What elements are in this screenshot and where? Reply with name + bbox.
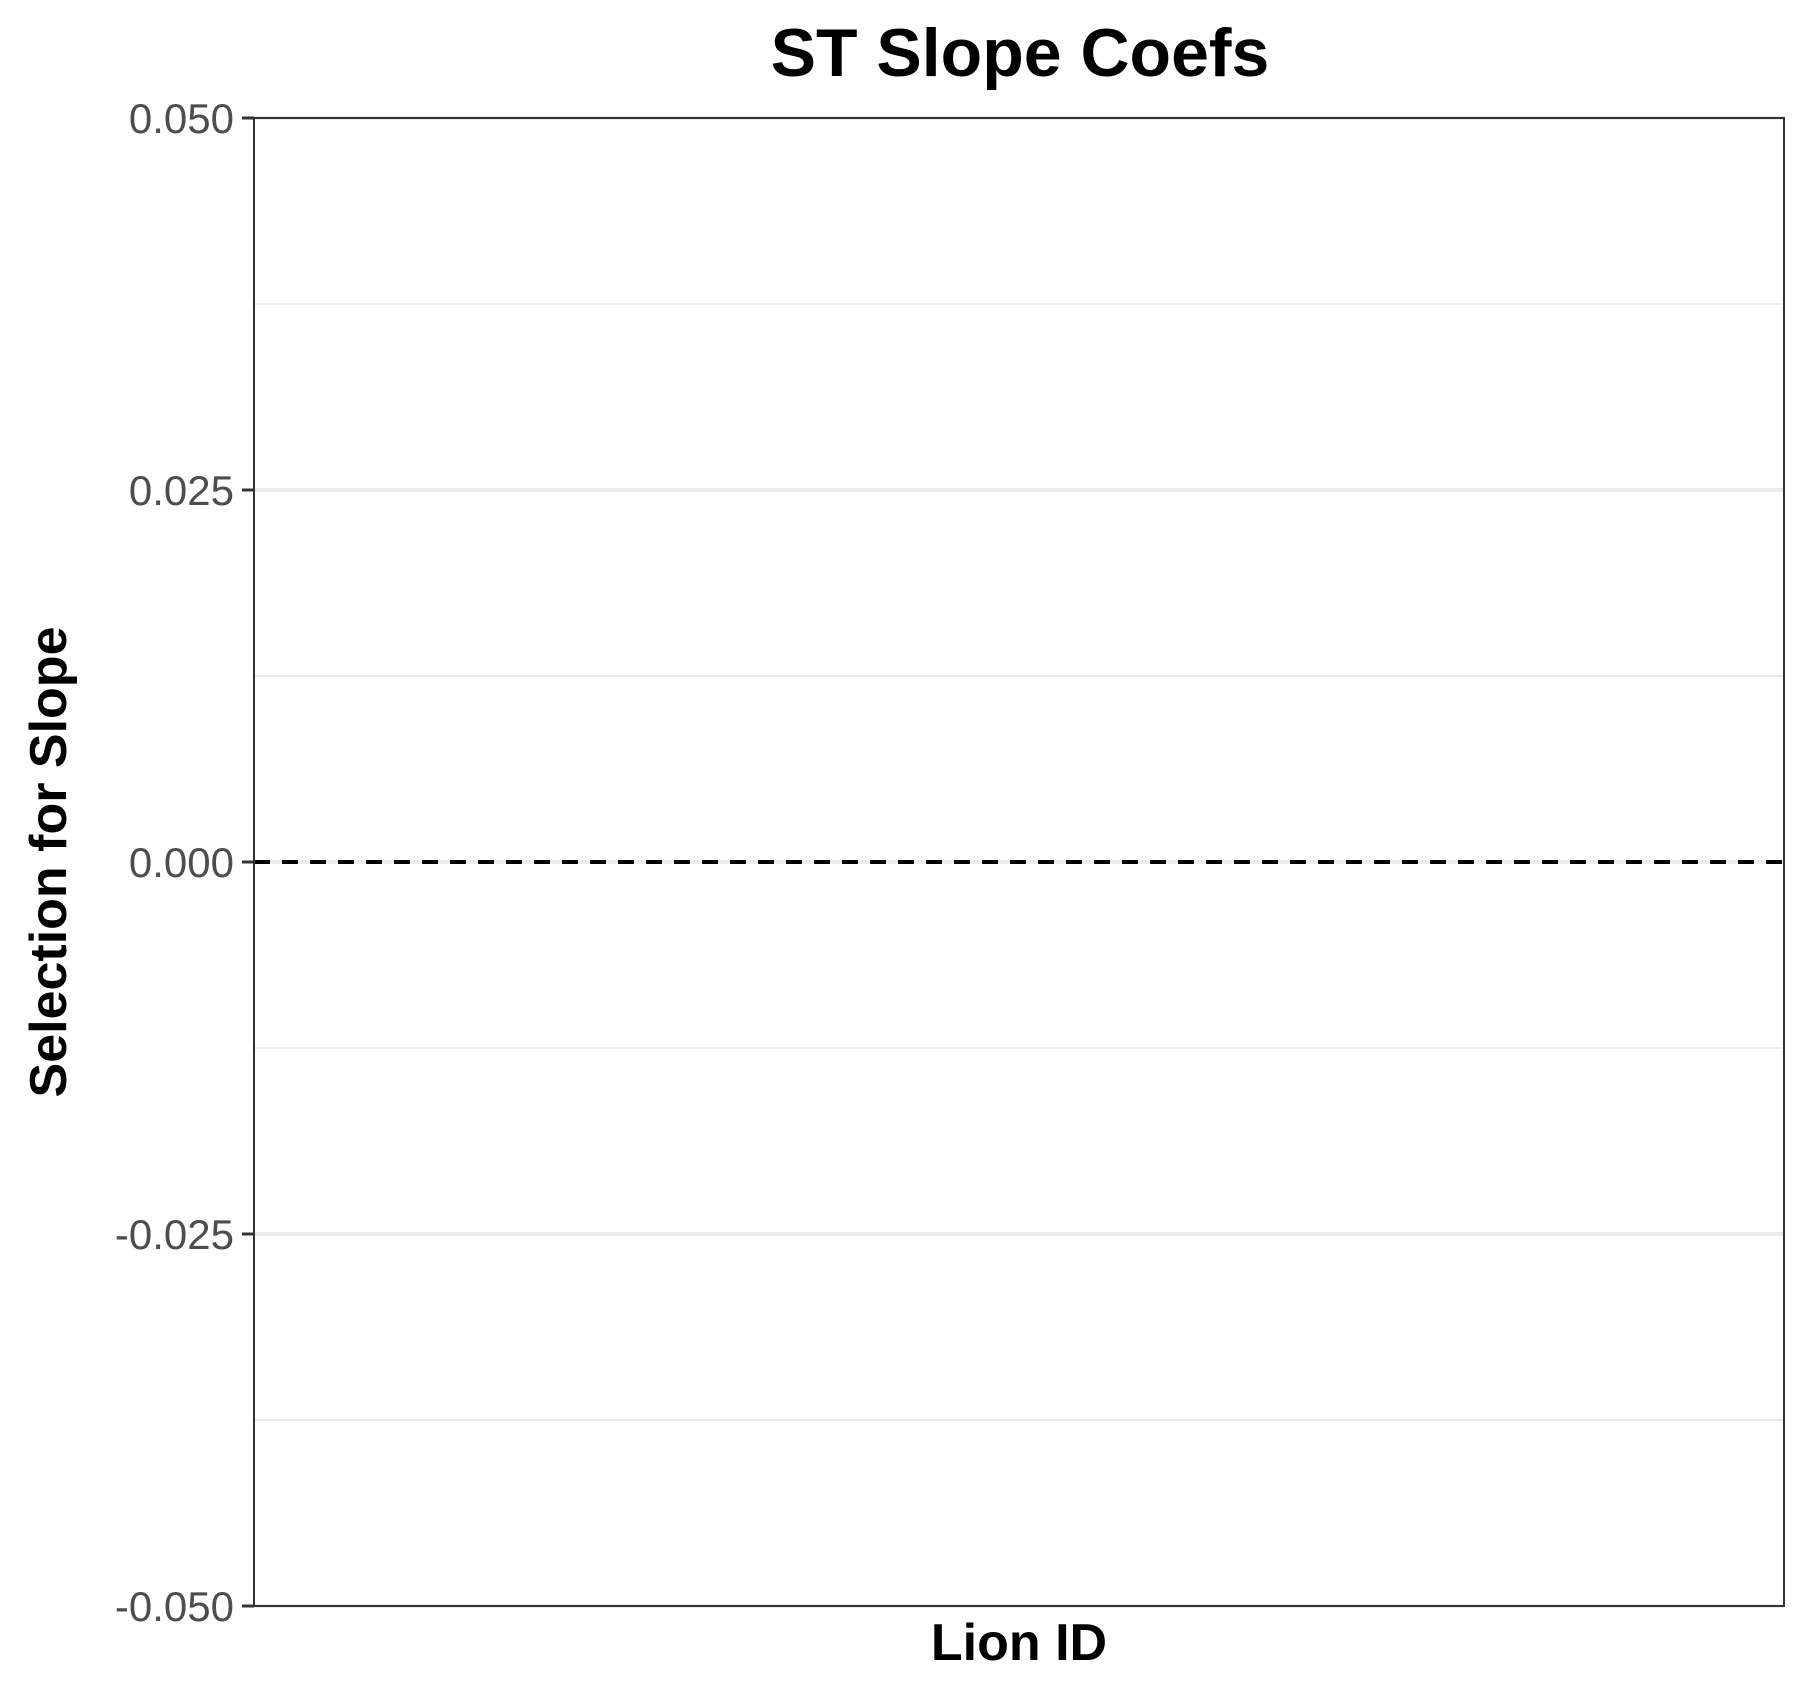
y-tick-label: 0.050: [129, 95, 234, 142]
y-tick-label: 0.000: [129, 839, 234, 886]
y-tick-label: -0.050: [115, 1583, 234, 1630]
y-tick-label: -0.025: [115, 1211, 234, 1258]
y-axis-title: Selection for Slope: [20, 627, 78, 1098]
y-axis-ticks: 0.050 0.025 0.000 -0.025 -0.050: [115, 95, 254, 1630]
chart-title: ST Slope Coefs: [771, 15, 1270, 91]
x-axis-title: Lion ID: [931, 1614, 1107, 1672]
y-tick-label: 0.025: [129, 467, 234, 514]
